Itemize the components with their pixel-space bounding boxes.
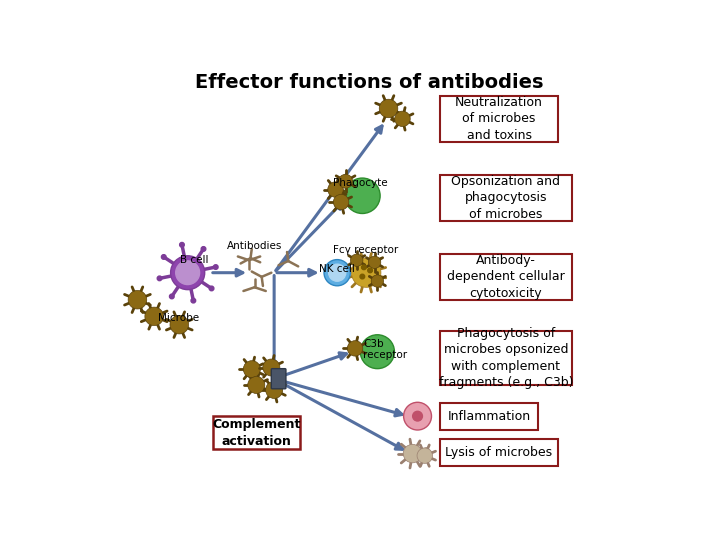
Text: B cell: B cell [181,255,209,265]
Text: Lysis of microbes: Lysis of microbes [446,446,552,459]
Ellipse shape [369,256,381,268]
Ellipse shape [210,286,214,291]
FancyBboxPatch shape [441,439,557,466]
Ellipse shape [338,174,353,188]
FancyBboxPatch shape [441,403,538,430]
Ellipse shape [379,99,398,118]
Text: Fcγ receptor: Fcγ receptor [333,245,398,255]
Text: Effector functions of antibodies: Effector functions of antibodies [194,73,544,92]
Text: Antibody-
dependent cellular
cytotoxicity: Antibody- dependent cellular cytotoxicit… [447,254,565,300]
Ellipse shape [201,247,206,251]
Ellipse shape [176,261,199,285]
Ellipse shape [347,341,363,356]
Ellipse shape [191,298,196,303]
FancyBboxPatch shape [441,175,572,221]
Ellipse shape [128,291,147,309]
Ellipse shape [351,254,363,266]
Ellipse shape [351,258,381,287]
Ellipse shape [179,242,184,247]
Ellipse shape [328,264,346,281]
Text: NK cell: NK cell [319,264,355,274]
Ellipse shape [417,448,433,463]
Ellipse shape [157,276,162,281]
Ellipse shape [360,335,395,369]
Ellipse shape [145,307,163,326]
Ellipse shape [403,444,422,463]
Ellipse shape [324,260,351,286]
Ellipse shape [161,255,166,259]
Ellipse shape [360,274,364,279]
Ellipse shape [171,256,204,289]
Text: Complement
activation: Complement activation [212,418,300,448]
FancyBboxPatch shape [213,416,300,449]
Ellipse shape [372,275,384,287]
Text: Inflammation: Inflammation [448,410,531,423]
Ellipse shape [248,376,265,394]
Text: C3b
receptor: C3b receptor [364,339,408,360]
Ellipse shape [263,359,280,376]
Text: Neutralization
of microbes
and toxins: Neutralization of microbes and toxins [455,96,543,142]
FancyBboxPatch shape [271,369,286,389]
Ellipse shape [413,411,423,421]
Text: Antibodies: Antibodies [227,241,282,251]
FancyBboxPatch shape [441,254,572,300]
Text: Opsonization and
phagocytosis
of microbes: Opsonization and phagocytosis of microbe… [451,175,560,221]
FancyBboxPatch shape [441,331,572,385]
Ellipse shape [243,361,261,377]
Ellipse shape [361,265,366,269]
Ellipse shape [404,402,431,430]
Text: Phagocyte: Phagocyte [333,178,387,188]
Text: Microbe: Microbe [158,313,199,323]
Ellipse shape [344,178,380,213]
Ellipse shape [368,268,372,273]
Ellipse shape [169,294,174,299]
FancyBboxPatch shape [441,96,557,141]
Ellipse shape [328,182,343,197]
Text: Phagocytosis of
microbes opsonized
with complement
fragments (e.g., C3b): Phagocytosis of microbes opsonized with … [438,327,573,389]
Ellipse shape [213,265,218,269]
Ellipse shape [333,194,349,210]
Ellipse shape [395,111,410,126]
Ellipse shape [170,315,189,334]
Ellipse shape [266,381,283,399]
